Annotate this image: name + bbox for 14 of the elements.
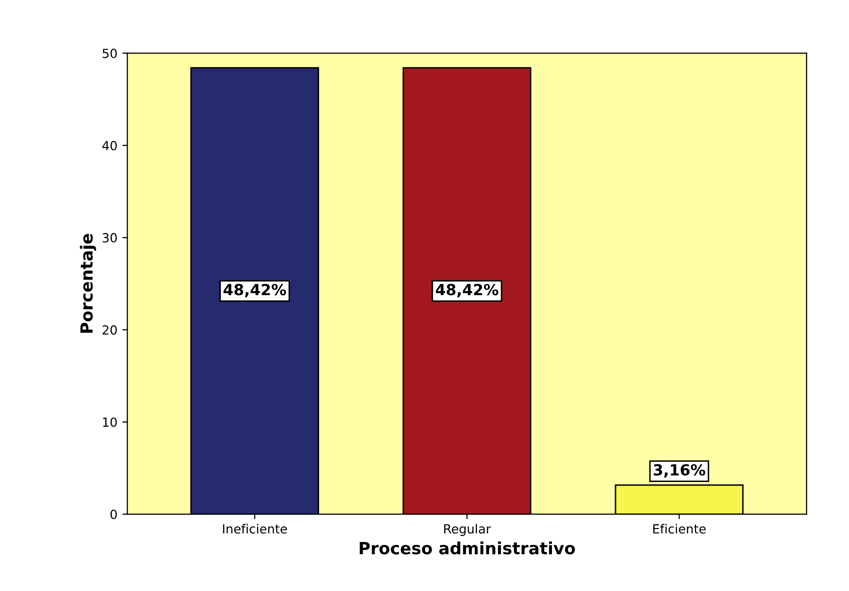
x-axis-title: Proceso administrativo xyxy=(360,542,575,554)
y-tick-label: 20 xyxy=(102,325,117,335)
y-axis-title: Porcentaje xyxy=(80,234,96,333)
x-tick-label: Regular xyxy=(444,524,491,536)
data-label: 48,42% xyxy=(436,284,498,298)
y-tick-label: 40 xyxy=(102,140,117,150)
y-tick-label: 50 xyxy=(102,48,117,58)
data-label: 3,16% xyxy=(654,464,706,478)
y-tick-label: 30 xyxy=(102,233,117,243)
data-label: 48,42% xyxy=(224,284,286,298)
x-tick-label: Eficiente xyxy=(653,524,706,534)
y-tick-label: 0 xyxy=(110,510,117,520)
x-tick-label: Ineficiente xyxy=(223,524,287,534)
y-tick-label: 10 xyxy=(103,417,117,427)
